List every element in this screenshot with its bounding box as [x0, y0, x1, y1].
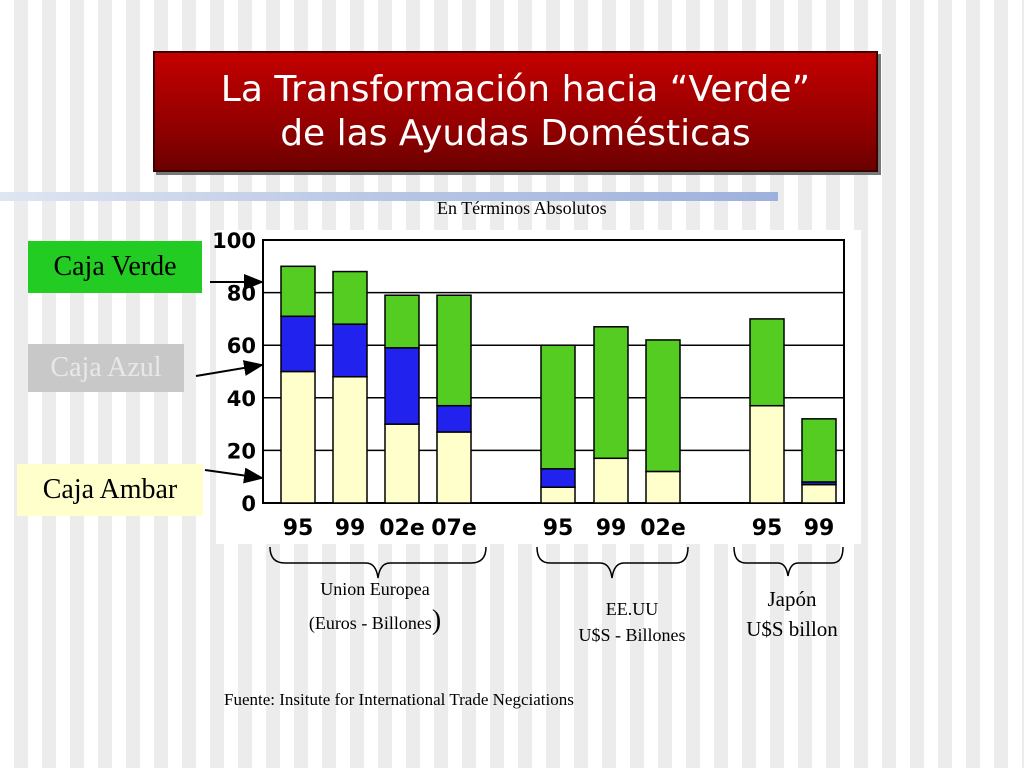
group-label-us: EE.UU U$S - Billones [540, 596, 724, 648]
bar-segment [749, 318, 785, 407]
bar-segment [280, 315, 316, 373]
bar-segment [384, 294, 420, 349]
y-tick-label: 40 [227, 387, 256, 411]
x-tick-label: 99 [596, 516, 627, 541]
bar-segment [332, 376, 368, 504]
x-tick-label: 02e [379, 516, 425, 541]
bar-segment [436, 294, 472, 407]
brace-us [536, 546, 689, 579]
bar-segment [436, 404, 472, 433]
y-tick-label: 80 [227, 282, 256, 306]
bars [280, 265, 837, 504]
x-tick-label: 95 [752, 516, 783, 541]
x-tick-label: 99 [335, 516, 366, 541]
group-jp-line1: Japón [767, 587, 817, 611]
bar-segment [593, 326, 629, 460]
brace-eu [269, 546, 487, 579]
group-us-line2: U$S - Billones [578, 625, 686, 645]
x-tick-label: 95 [543, 516, 574, 541]
title-line-2: de las Ayudas Domésticas [280, 112, 751, 154]
bar-segment [436, 431, 472, 504]
bar-segment [540, 468, 576, 488]
bar-segment [749, 404, 785, 504]
y-tick-label: 100 [212, 229, 256, 253]
y-tick-label: 0 [241, 492, 256, 516]
x-axis: 95 99 02e 07e 95 99 02e 95 99 [283, 516, 835, 541]
group-jp-line2: U$S billon [746, 617, 838, 641]
chart-subtitle: En Términos Absolutos [437, 198, 607, 218]
title-line-1: La Transformación hacia “Verde” [220, 68, 811, 110]
title-box: La Transformación hacia “Verde” de las A… [153, 51, 878, 172]
group-eu-line1: Union Europea [320, 579, 430, 599]
bar-segment [384, 347, 420, 425]
bar-segment [540, 344, 576, 470]
caja-verde-label: Caja Verde [28, 241, 202, 293]
group-us-line1: EE.UU [605, 599, 659, 619]
caja-azul-label: Caja Azul [28, 344, 184, 392]
source-note: Fuente: Insitute for International Trade… [224, 690, 574, 709]
x-tick-label: 95 [283, 516, 314, 541]
bar-segment [280, 370, 316, 504]
x-tick-label: 07e [431, 516, 477, 541]
y-tick-label: 20 [227, 439, 256, 463]
bar-segment [332, 270, 368, 325]
group-braces [269, 546, 844, 579]
group-label-jp: Japón U$S billon [722, 584, 862, 644]
y-axis: 0 20 40 60 80 100 [212, 229, 256, 516]
bar-segment [593, 457, 629, 504]
bar-segment [540, 486, 576, 504]
bar-segment [645, 339, 681, 473]
arrow-ambar [204, 467, 264, 484]
x-tick-label: 02e [640, 516, 686, 541]
arrow-azul [195, 360, 264, 377]
accent-bar [0, 192, 778, 201]
group-eu-line2: (Euros - Billones [308, 613, 432, 633]
group-eu-paren: ) [431, 605, 442, 636]
arrows [195, 274, 264, 484]
bar-segment [645, 470, 681, 504]
group-eu-line2-wrap: (Euros - Billones) [270, 605, 480, 636]
brace-jp [733, 546, 844, 577]
bar-segment [332, 323, 368, 378]
y-tick-label: 60 [227, 334, 256, 358]
bar-segment [801, 483, 837, 504]
bar-segment [280, 265, 316, 318]
bar-segment [801, 418, 837, 483]
group-label-eu: Union Europea (Euros - Billones) [270, 576, 480, 636]
x-tick-label: 99 [804, 516, 835, 541]
bar-segment [384, 423, 420, 504]
caja-ambar-label: Caja Ambar [17, 464, 203, 516]
